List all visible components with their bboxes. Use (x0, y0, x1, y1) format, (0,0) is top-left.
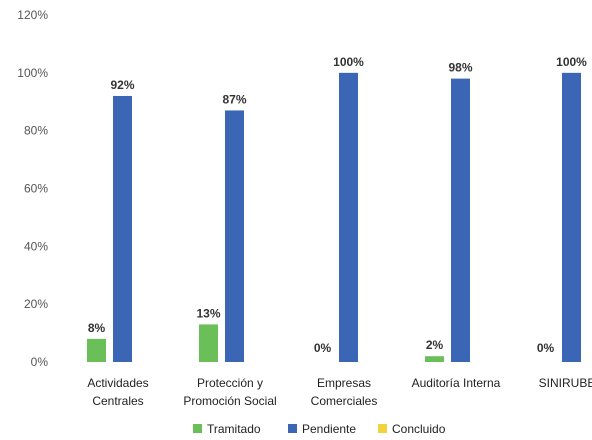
data-label: 0% (537, 341, 555, 355)
y-tick-label: 100% (17, 66, 48, 80)
data-label: 13% (196, 306, 220, 320)
y-tick-label: 80% (24, 124, 48, 138)
y-tick-label: 20% (24, 297, 48, 311)
bar-pendiente (451, 78, 470, 362)
category-label: Actividades (87, 376, 148, 390)
y-tick-label: 0% (31, 355, 49, 369)
data-labels: 8% 92% 13% 87% 0% 100% 2% 98% 0% 100% (88, 55, 587, 355)
category-label: Comerciales (311, 394, 378, 408)
bars (87, 72, 581, 362)
y-tick-label: 60% (24, 182, 48, 196)
legend-swatch (288, 424, 297, 433)
category-label: Protección y (197, 376, 263, 390)
bar-pendiente (113, 95, 132, 362)
y-axis-ticks: 0% 20% 40% 60% 80% 100% 120% (17, 8, 48, 369)
y-tick-label: 40% (24, 239, 48, 253)
category-labels: Actividades Centrales Protección y Promoció… (87, 376, 592, 408)
data-label: 100% (556, 55, 587, 69)
y-tick-label: 120% (17, 8, 48, 22)
bar-tramitado (425, 356, 444, 362)
legend-label: Tramitado (207, 422, 261, 436)
bar-tramitado (87, 338, 106, 362)
legend: Tramitado Pendiente Concluido (193, 422, 446, 436)
category-label: Empresas (317, 376, 371, 390)
data-label: 100% (333, 55, 364, 69)
data-label: 2% (426, 338, 444, 352)
legend-label: Pendiente (302, 422, 356, 436)
data-label: 87% (222, 92, 246, 106)
data-label: 8% (88, 321, 106, 335)
bar-tramitado (199, 324, 218, 362)
data-label: 92% (110, 78, 134, 92)
legend-swatch (193, 424, 202, 433)
bar-pendiente (562, 72, 581, 362)
bar-pendiente (339, 72, 358, 362)
bar-pendiente (225, 110, 244, 362)
category-label: Auditoría Interna (412, 376, 501, 390)
legend-label: Concluido (392, 422, 446, 436)
category-label: Centrales (92, 394, 143, 408)
data-label: 0% (314, 341, 332, 355)
legend-swatch (378, 424, 387, 433)
category-label: SINIRUBE (539, 376, 592, 390)
category-label: Promoción Social (183, 394, 276, 408)
data-label: 98% (448, 61, 472, 75)
